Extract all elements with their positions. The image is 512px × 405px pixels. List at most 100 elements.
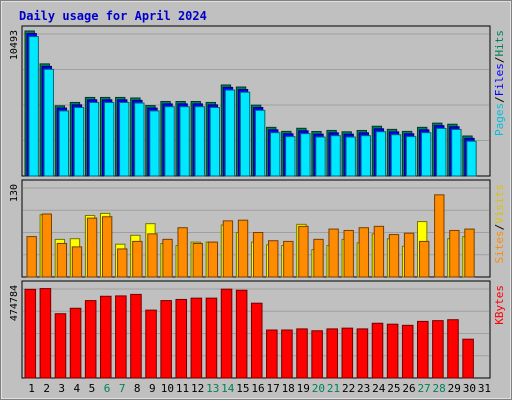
bar-pages-day-10 (164, 106, 175, 177)
bar-kbytes-day-13 (205, 297, 218, 379)
x-tick-label-day-26: 26 (402, 382, 415, 395)
x-tick-label-day-16: 16 (251, 382, 264, 395)
bar-kbytes-day-10 (160, 300, 172, 379)
bar-pages-day-28 (436, 127, 447, 177)
bar-kbytes-day-15 (235, 289, 248, 379)
bar-pages-day-11 (179, 106, 190, 177)
bar-kbytes-day-20 (311, 330, 323, 379)
bar-sites-day-29 (449, 229, 460, 278)
bar-pages-day-12 (194, 106, 205, 177)
bar-kbytes-day-5 (84, 300, 97, 379)
bar-kbytes-day-28 (432, 320, 444, 379)
y-tick-label: 10493 (9, 30, 20, 60)
bars-layer (24, 30, 477, 379)
bar-sites-day-9 (147, 233, 158, 278)
x-tick-label-day-2: 2 (43, 382, 50, 395)
bar-pages-day-19 (300, 133, 311, 177)
right-label-part: KBytes (493, 285, 506, 325)
x-tick-label-day-9: 9 (149, 382, 156, 395)
bar-kbytes-day-17 (266, 329, 278, 379)
bar-kbytes-day-9 (145, 309, 157, 379)
bar-kbytes-day-30 (462, 338, 474, 379)
bar-sites-day-21 (328, 228, 339, 278)
bar-kbytes-day-8 (130, 293, 142, 379)
right-label-part: / (493, 96, 506, 103)
bar-sites-day-15 (237, 219, 249, 278)
x-tick-label-day-10: 10 (161, 382, 174, 395)
right-label-part: / (493, 57, 506, 64)
x-tick-label-day-19: 19 (297, 382, 310, 395)
bar-sites-day-14 (222, 220, 234, 278)
x-tick-label-day-5: 5 (89, 382, 96, 395)
bar-kbytes-day-2 (39, 288, 52, 379)
bar-pages-day-26 (405, 136, 417, 177)
bar-pages-day-17 (270, 132, 281, 177)
bar-sites-day-5 (86, 217, 98, 278)
bar-kbytes-day-6 (99, 295, 112, 379)
right-label: Pages/Files/Hits (493, 30, 506, 136)
labels-layer: 10493 Pages/Files/Hits 130 Sites/Visits 4747… (9, 30, 506, 395)
bar-pages-day-23 (360, 135, 371, 177)
bar-kbytes-day-11 (175, 298, 188, 379)
bar-sites-day-19 (298, 225, 309, 278)
x-tick-label-day-15: 15 (236, 382, 249, 395)
bar-pages-day-2 (43, 68, 54, 177)
x-tick-label-day-18: 18 (282, 382, 295, 395)
bar-pages-day-7 (119, 102, 130, 177)
bar-pages-day-24 (375, 131, 387, 177)
x-tick-label-day-13: 13 (206, 382, 219, 395)
x-tick-label-day-22: 22 (342, 382, 355, 395)
bar-sites-day-11 (177, 227, 188, 278)
bar-sites-day-1 (26, 236, 37, 278)
bar-sites-day-2 (41, 213, 52, 278)
x-tick-label-day-12: 12 (191, 382, 204, 395)
right-label-part: Hits (493, 30, 506, 57)
bar-sites-day-23 (358, 227, 369, 278)
bar-kbytes-day-12 (190, 297, 203, 379)
right-label: Sites/Visits (493, 184, 506, 264)
x-tick-label-day-8: 8 (134, 382, 141, 395)
x-tick-label-day-7: 7 (119, 382, 126, 395)
x-tick-label-day-23: 23 (357, 382, 370, 395)
x-tick-label-day-29: 29 (448, 382, 461, 395)
bar-kbytes-day-21 (326, 328, 339, 379)
x-tick-label-day-6: 6 (104, 382, 111, 395)
bar-sites-day-18 (283, 240, 294, 278)
bar-pages-day-15 (239, 91, 251, 177)
bar-sites-day-6 (101, 216, 113, 278)
bar-sites-day-13 (207, 241, 219, 278)
bar-kbytes-day-24 (371, 322, 384, 379)
x-tick-label-day-27: 27 (417, 382, 430, 395)
bar-pages-day-14 (224, 89, 236, 177)
x-tick-label-day-11: 11 (176, 382, 189, 395)
right-label-part: Visits (493, 184, 506, 224)
bar-kbytes-day-23 (356, 328, 369, 379)
x-tick-label-day-20: 20 (312, 382, 325, 395)
bar-kbytes-day-1 (24, 288, 37, 379)
bar-pages-day-13 (209, 107, 221, 177)
x-tick-label-day-24: 24 (372, 382, 386, 395)
bar-pages-day-25 (390, 134, 402, 177)
right-label-part: Files (493, 63, 506, 96)
bar-pages-day-18 (285, 136, 296, 177)
bar-kbytes-day-29 (447, 319, 459, 379)
x-tick-label-day-30: 30 (463, 382, 476, 395)
bar-pages-day-21 (330, 135, 341, 177)
bar-pages-day-8 (134, 102, 145, 177)
bar-sites-day-24 (373, 225, 385, 278)
bar-pages-day-27 (421, 132, 432, 177)
y-tick-label: 130 (9, 184, 20, 202)
x-tick-label-day-28: 28 (433, 382, 446, 395)
x-tick-label-day-21: 21 (327, 382, 340, 395)
bar-kbytes-day-16 (250, 302, 263, 379)
bar-pages-day-16 (254, 109, 266, 177)
chart-title: Daily usage for April 2024 (19, 9, 207, 23)
bar-sites-day-27 (419, 240, 430, 278)
x-tick-label-day-31: 31 (478, 382, 491, 395)
bar-pages-day-9 (149, 110, 160, 177)
y-tick-label: 474784 (9, 285, 20, 321)
bar-pages-day-5 (88, 102, 100, 177)
right-label: KBytes (493, 285, 506, 325)
